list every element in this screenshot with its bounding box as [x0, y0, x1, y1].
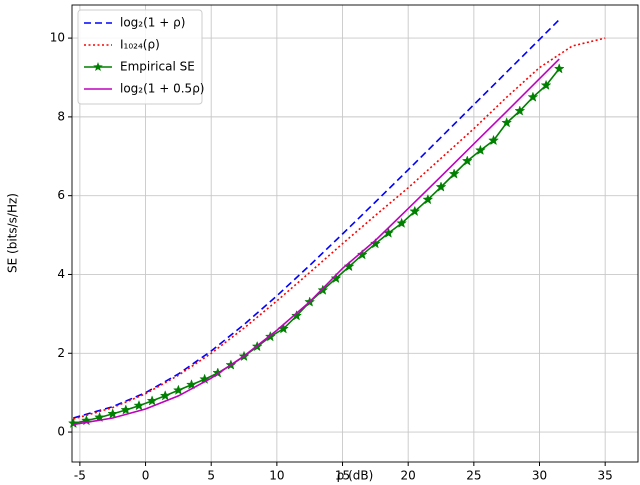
star-marker: [369, 237, 381, 249]
x-tick-label: 25: [466, 469, 481, 483]
star-marker: [435, 181, 447, 192]
y-tick-label: 10: [50, 31, 65, 45]
star-marker: [159, 390, 171, 401]
star-marker: [186, 379, 197, 390]
series-line: [73, 37, 606, 420]
star-marker: [146, 395, 158, 406]
star-marker: [527, 91, 539, 102]
x-tick-label: 35: [598, 469, 613, 483]
star-marker: [501, 117, 513, 128]
star-marker: [330, 272, 342, 284]
star-marker: [461, 155, 473, 166]
star-marker: [448, 168, 460, 179]
star-marker: [422, 193, 434, 205]
star-marker: [396, 217, 408, 228]
y-axis-label: SE (bits/s/Hz): [6, 193, 20, 273]
legend-label: log₂(1 + 0.5ρ): [120, 82, 205, 96]
star-marker: [172, 384, 184, 395]
y-tick-label: 2: [57, 346, 65, 360]
y-tick-label: 0: [57, 425, 65, 439]
x-axis-label: ρ (dB): [337, 469, 374, 483]
series-line: [73, 68, 560, 425]
legend-label: log₂(1 + ρ): [120, 16, 185, 30]
star-marker: [514, 105, 526, 116]
star-marker: [107, 408, 119, 419]
legend-marker: [93, 62, 103, 71]
legend-box: [77, 9, 203, 105]
x-tick-label: 30: [532, 469, 547, 483]
x-tick-label: -5: [74, 469, 86, 483]
star-marker: [488, 134, 499, 146]
star-marker: [475, 144, 486, 155]
star-marker: [553, 63, 565, 74]
star-marker: [67, 417, 79, 428]
y-tick-label: 6: [57, 188, 65, 202]
star-marker: [409, 205, 421, 217]
x-tick-label: 15: [335, 469, 350, 483]
star-marker: [540, 79, 552, 90]
x-tick-label: 10: [269, 469, 284, 483]
legend-label: I₁₀₂₄(ρ): [120, 38, 160, 52]
star-marker: [291, 310, 302, 321]
x-tick-label: 20: [401, 469, 416, 483]
y-tick-label: 8: [57, 109, 65, 123]
plot-frame: [71, 4, 639, 463]
star-marker: [133, 399, 145, 411]
star-marker: [356, 249, 368, 260]
star-marker: [120, 404, 132, 415]
x-tick-label: 5: [207, 469, 215, 483]
x-tick-label: 0: [142, 469, 150, 483]
series-line: [73, 58, 560, 426]
y-tick-label: 4: [57, 267, 65, 281]
star-marker: [317, 284, 329, 295]
legend-label: Empirical SE: [120, 60, 195, 74]
